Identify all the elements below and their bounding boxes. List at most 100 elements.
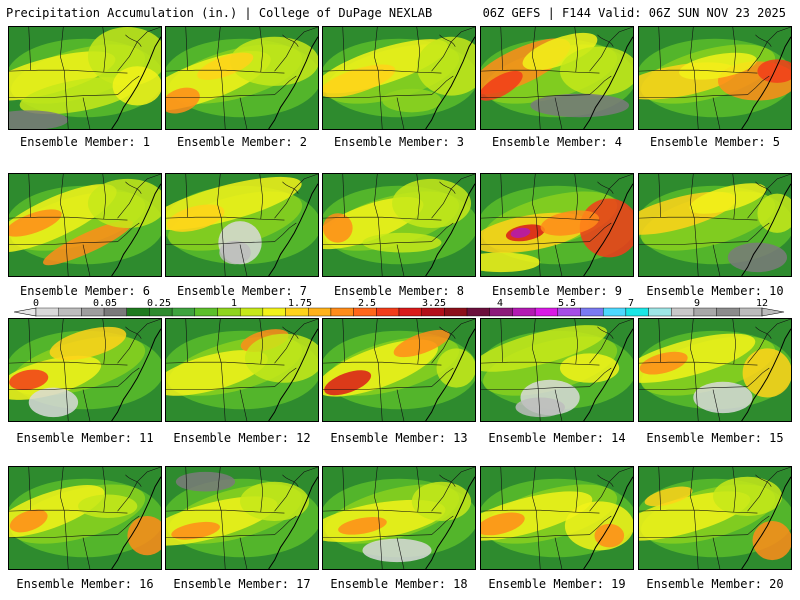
colorbar-swatch bbox=[217, 307, 241, 317]
colorbar-swatch bbox=[262, 307, 286, 317]
colorbar-swatch bbox=[534, 307, 559, 317]
ensemble-member-label: Ensemble Member: 9 bbox=[491, 284, 623, 298]
ensemble-member-label: Ensemble Member: 13 bbox=[330, 431, 468, 445]
colorbar-swatch bbox=[580, 307, 604, 317]
colorbar-tick-label: 0.25 bbox=[147, 298, 171, 309]
colorbar-swatch bbox=[602, 307, 627, 317]
ensemble-member-label: Ensemble Member: 8 bbox=[333, 284, 465, 298]
colorbar-swatch bbox=[376, 307, 400, 317]
colorbar-min-arrow bbox=[14, 307, 37, 317]
colorbar-swatch bbox=[194, 307, 218, 317]
colorbar-tick-label: 12 bbox=[756, 298, 768, 309]
precip-map bbox=[481, 319, 633, 421]
colorbar-swatch bbox=[512, 307, 536, 317]
colorbar-swatch bbox=[716, 307, 740, 317]
precip-map bbox=[323, 174, 475, 276]
ensemble-member-label: Ensemble Member: 1 bbox=[19, 135, 151, 149]
colorbar-swatch bbox=[739, 307, 763, 317]
ensemble-member-label: Ensemble Member: 5 bbox=[649, 135, 781, 149]
ensemble-member-label: Ensemble Member: 10 bbox=[646, 284, 784, 298]
ensemble-member-label: Ensemble Member: 2 bbox=[176, 135, 308, 149]
ensemble-map-panel bbox=[480, 466, 634, 570]
ensemble-map-panel bbox=[322, 26, 476, 130]
colorbar-swatch bbox=[444, 307, 468, 317]
colorbar-tick-label: 7 bbox=[628, 298, 634, 309]
colorbar-swatch bbox=[421, 307, 445, 317]
ensemble-map-panel bbox=[8, 466, 162, 570]
colorbar-swatch bbox=[58, 307, 82, 317]
colorbar-tick-label: 3.25 bbox=[422, 298, 446, 309]
precip-map bbox=[639, 174, 791, 276]
ensemble-map-panel bbox=[165, 173, 319, 277]
colorbar-tick-label: 2.5 bbox=[358, 298, 376, 309]
ensemble-member-label: Ensemble Member: 20 bbox=[646, 577, 784, 591]
colorbar-swatch bbox=[239, 307, 264, 317]
map-title: Precipitation Accumulation (in.) | Colle… bbox=[6, 6, 433, 20]
precip-map bbox=[323, 467, 475, 569]
ensemble-member-label: Ensemble Member: 16 bbox=[16, 577, 154, 591]
colorbar-tick-label: 4 bbox=[497, 298, 503, 309]
ensemble-member-label: Ensemble Member: 14 bbox=[488, 431, 626, 445]
colorbar-swatch bbox=[81, 307, 105, 317]
colorbar-tick-label: 1 bbox=[231, 298, 237, 309]
colorbar-swatch bbox=[489, 307, 513, 317]
ensemble-map-panel bbox=[480, 318, 634, 422]
ensemble-map-panel bbox=[480, 173, 634, 277]
ensemble-member-label: Ensemble Member: 19 bbox=[488, 577, 626, 591]
ensemble-member-label: Ensemble Member: 18 bbox=[330, 577, 468, 591]
colorbar-swatch bbox=[693, 307, 717, 317]
colorbar-swatch bbox=[671, 307, 695, 317]
colorbar-tick-label: 9 bbox=[694, 298, 700, 309]
colorbar-tick-label: 5.5 bbox=[558, 298, 576, 309]
colorbar-swatch bbox=[35, 307, 59, 317]
model-run-label: 06Z GEFS | F144 Valid: 06Z SUN NOV 23 20… bbox=[482, 6, 786, 20]
colorbar-swatch bbox=[171, 307, 196, 317]
ensemble-map-panel bbox=[638, 173, 792, 277]
ensemble-map-panel bbox=[322, 173, 476, 277]
ensemble-map-panel bbox=[165, 466, 319, 570]
colorbar-max-arrow bbox=[761, 307, 785, 317]
precip-map bbox=[323, 27, 475, 129]
ensemble-map-panel bbox=[165, 26, 319, 130]
colorbar-swatch bbox=[308, 307, 332, 317]
precip-map bbox=[9, 319, 161, 421]
ensemble-map-panel bbox=[8, 318, 162, 422]
precip-map bbox=[166, 467, 318, 569]
colorbar-swatch bbox=[625, 307, 649, 317]
colorbar-tick-label: 0 bbox=[33, 298, 39, 309]
ensemble-map-panel bbox=[638, 318, 792, 422]
colorbar-swatch bbox=[353, 307, 377, 317]
precip-map bbox=[166, 174, 318, 276]
precip-map bbox=[481, 174, 633, 276]
ensemble-map-panel bbox=[480, 26, 634, 130]
colorbar-tick-label: 0.05 bbox=[93, 298, 117, 309]
colorbar-swatch bbox=[466, 307, 490, 317]
precip-map bbox=[481, 27, 633, 129]
precip-colorbar: 0 0.05 0.25 1 1.75 2.5 3.25 4 5.5 7 9 12 bbox=[14, 298, 785, 317]
precip-map bbox=[9, 174, 161, 276]
precip-map bbox=[639, 467, 791, 569]
precip-map bbox=[639, 319, 791, 421]
precip-map bbox=[166, 319, 318, 421]
ensemble-member-label: Ensemble Member: 6 bbox=[19, 284, 151, 298]
ensemble-map-panel bbox=[322, 466, 476, 570]
ensemble-map-panel bbox=[8, 26, 162, 130]
precip-map bbox=[323, 319, 475, 421]
colorbar-tick-label: 1.75 bbox=[288, 298, 312, 309]
precip-map bbox=[639, 27, 791, 129]
colorbar-swatch bbox=[126, 307, 150, 317]
ensemble-member-label: Ensemble Member: 4 bbox=[491, 135, 623, 149]
ensemble-map-panel bbox=[8, 173, 162, 277]
colorbar-swatch bbox=[149, 307, 173, 317]
ensemble-member-label: Ensemble Member: 3 bbox=[333, 135, 465, 149]
ensemble-member-label: Ensemble Member: 7 bbox=[176, 284, 308, 298]
colorbar-swatch bbox=[103, 307, 127, 317]
ensemble-map-panel bbox=[638, 466, 792, 570]
ensemble-member-label: Ensemble Member: 17 bbox=[173, 577, 311, 591]
colorbar-swatch bbox=[557, 307, 581, 317]
colorbar-swatch bbox=[330, 307, 354, 317]
colorbar-swatch bbox=[398, 307, 422, 317]
ensemble-member-label: Ensemble Member: 15 bbox=[646, 431, 784, 445]
precip-map bbox=[166, 27, 318, 129]
ensemble-member-label: Ensemble Member: 12 bbox=[173, 431, 311, 445]
